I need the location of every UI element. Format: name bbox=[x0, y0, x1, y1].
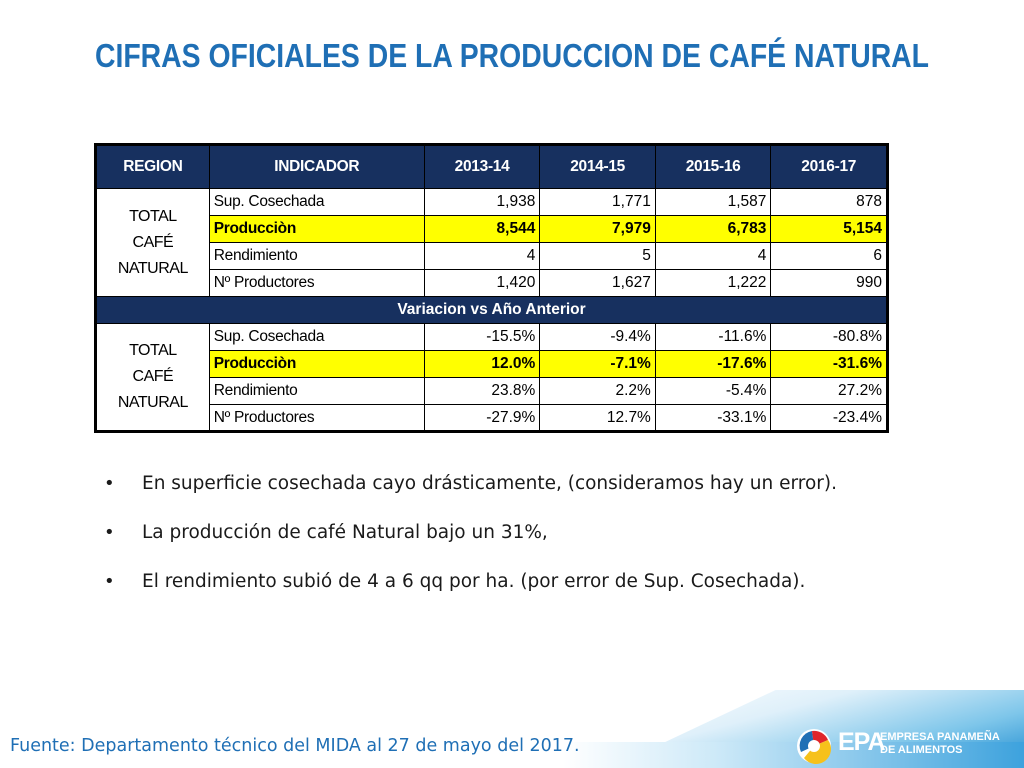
value-cell: 4 bbox=[654, 242, 772, 270]
value-cell: 12.0% bbox=[423, 350, 541, 378]
table-row: Rendimiento 4 5 4 6 bbox=[96, 242, 888, 270]
value-cell: 6 bbox=[770, 242, 888, 270]
bullet-text: La producción de café Natural bajo un 31… bbox=[142, 522, 548, 543]
indicator-cell: Producciòn bbox=[208, 215, 425, 243]
value-cell: 990 bbox=[770, 269, 888, 297]
logo-line: DE ALIMENTOS bbox=[880, 744, 963, 756]
indicator-cell: Nº Productores bbox=[208, 404, 425, 432]
value-cell: 8,544 bbox=[423, 215, 541, 243]
bullet-text: El rendimiento subió de 4 a 6 qq por ha.… bbox=[142, 571, 806, 592]
value-cell: -27.9% bbox=[423, 404, 541, 432]
value-cell: -7.1% bbox=[539, 350, 656, 378]
value-cell: 6,783 bbox=[654, 215, 772, 243]
region-label: TOTAL bbox=[129, 207, 177, 225]
indicator-cell: Sup. Cosechada bbox=[208, 323, 425, 351]
value-cell: -31.6% bbox=[770, 350, 888, 378]
region-cell-variation: TOTAL CAFÉ NATURAL bbox=[95, 323, 210, 432]
variation-band: Variacion vs Año Anterior bbox=[95, 296, 888, 324]
header-2016-17: 2016-17 bbox=[770, 144, 888, 189]
indicator-cell: Rendimiento bbox=[208, 377, 425, 405]
region-label: NATURAL bbox=[117, 259, 189, 277]
region-label: CAFÉ bbox=[132, 368, 174, 385]
value-cell: -80.8% bbox=[770, 323, 888, 351]
value-cell: -15.5% bbox=[423, 323, 541, 351]
value-cell: 23.8% bbox=[423, 377, 541, 405]
page-title: CIFRAS OFICIALES DE LA PRODUCCION DE CAF… bbox=[94, 37, 930, 74]
value-cell: 878 bbox=[770, 188, 888, 216]
value-cell: -5.4% bbox=[654, 377, 772, 405]
value-cell: 1,938 bbox=[423, 188, 541, 216]
value-cell: 12.7% bbox=[539, 404, 656, 432]
region-cell-totals: TOTAL CAFÉ NATURAL bbox=[95, 188, 210, 297]
bullet-marker: • bbox=[104, 522, 115, 543]
table-row: Nº Productores 1,420 1,627 1,222 990 bbox=[96, 269, 888, 297]
value-cell: -33.1% bbox=[654, 404, 772, 432]
list-item: • El rendimiento subió de 4 a 6 qq por h… bbox=[104, 566, 878, 597]
source-note: Fuente: Departamento técnico del MIDA al… bbox=[10, 736, 580, 756]
value-cell: 5,154 bbox=[770, 215, 888, 243]
value-cell: -17.6% bbox=[654, 350, 772, 378]
header-region: REGION bbox=[95, 144, 210, 189]
findings-list: • En superficie cosechada cayo drásticam… bbox=[104, 468, 878, 615]
indicator-cell: Nº Productores bbox=[208, 269, 425, 297]
value-cell: 5 bbox=[539, 242, 656, 270]
value-cell: 1,420 bbox=[423, 269, 541, 297]
value-cell: 1,771 bbox=[539, 188, 656, 216]
value-cell: 27.2% bbox=[770, 377, 888, 405]
logo-name: EMPRESA PANAMEÑA DE ALIMENTOS bbox=[880, 731, 1000, 757]
indicator-cell: Producciòn bbox=[208, 350, 425, 378]
table-row-highlighted: Producciòn 12.0% -7.1% -17.6% -31.6% bbox=[96, 350, 888, 378]
footer-decoration-strip bbox=[0, 742, 1024, 768]
table-header-row: REGION INDICADOR 2013-14 2014-15 2015-16… bbox=[95, 144, 888, 189]
value-cell: -11.6% bbox=[654, 323, 772, 351]
epa-logo-icon bbox=[797, 729, 831, 764]
header-2013-14: 2013-14 bbox=[423, 144, 541, 189]
value-cell: 2.2% bbox=[539, 377, 656, 405]
indicator-cell: Sup. Cosechada bbox=[208, 188, 425, 216]
header-2015-16: 2015-16 bbox=[654, 144, 772, 189]
value-cell: 1,222 bbox=[654, 269, 772, 297]
coffee-figures-table: REGION INDICADOR 2013-14 2014-15 2015-16… bbox=[94, 143, 889, 433]
value-cell: 1,587 bbox=[654, 188, 772, 216]
header-2014-15: 2014-15 bbox=[539, 144, 656, 189]
table-row: Rendimiento 23.8% 2.2% -5.4% 27.2% bbox=[96, 377, 888, 405]
table-row-highlighted: Producciòn 8,544 7,979 6,783 5,154 bbox=[96, 215, 888, 243]
value-cell: 7,979 bbox=[539, 215, 656, 243]
logo-line: EMPRESA PANAMEÑA bbox=[880, 731, 1000, 743]
table-row: Nº Productores -27.9% 12.7% -33.1% -23.4… bbox=[96, 404, 888, 432]
variation-band-row: Variacion vs Año Anterior bbox=[95, 296, 888, 324]
bullet-marker: • bbox=[104, 473, 115, 494]
value-cell: 4 bbox=[423, 242, 541, 270]
logo-abbreviation: EPA bbox=[838, 728, 886, 756]
region-label: NATURAL bbox=[117, 394, 189, 411]
region-label: CAFÉ bbox=[132, 233, 174, 251]
value-cell: 1,627 bbox=[539, 269, 656, 297]
list-item: • En superficie cosechada cayo drásticam… bbox=[104, 468, 878, 499]
table-row: TOTAL CAFÉ NATURAL Sup. Cosechada -15.5%… bbox=[95, 323, 888, 432]
value-cell: -9.4% bbox=[539, 323, 656, 351]
bullet-marker: • bbox=[104, 571, 115, 592]
region-label: TOTAL bbox=[129, 342, 177, 359]
indicator-cell: Rendimiento bbox=[208, 242, 425, 270]
list-item: • La producción de café Natural bajo un … bbox=[104, 517, 878, 548]
header-indicator: INDICADOR bbox=[208, 144, 425, 189]
bullet-text: En superficie cosechada cayo drásticamen… bbox=[142, 473, 837, 494]
table-row: TOTAL CAFÉ NATURAL Sup. Cosechada 1,938 … bbox=[95, 188, 888, 297]
value-cell: -23.4% bbox=[770, 404, 888, 432]
